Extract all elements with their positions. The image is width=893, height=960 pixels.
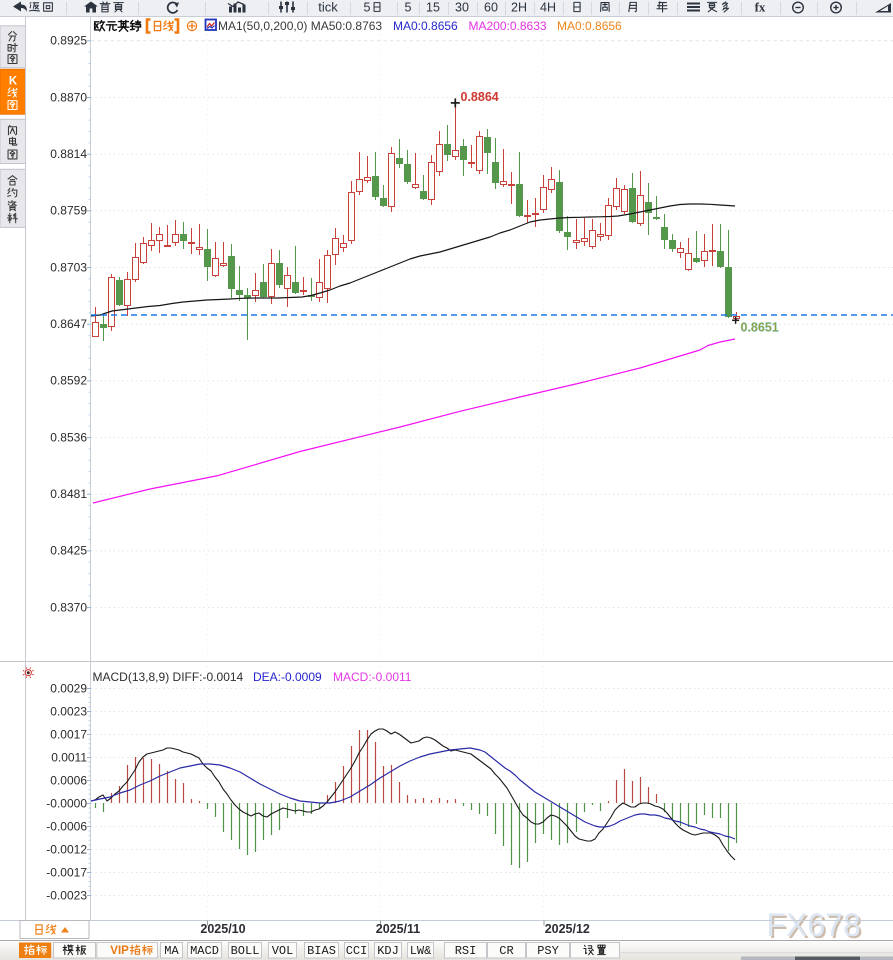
svg-text:0.8592: 0.8592 xyxy=(50,374,87,388)
svg-text:5: 5 xyxy=(364,0,371,14)
svg-text:-0.0023: -0.0023 xyxy=(46,888,87,902)
svg-text:fx: fx xyxy=(755,0,766,14)
svg-text:MA1(50,0,200,0) MA50:0.8763: MA1(50,0,200,0) MA50:0.8763 xyxy=(218,19,382,33)
svg-text:RSI: RSI xyxy=(455,944,477,958)
svg-text:2025/12: 2025/12 xyxy=(545,922,590,936)
svg-text:2H: 2H xyxy=(511,0,527,14)
svg-text:0.0029: 0.0029 xyxy=(50,681,87,695)
svg-text:FX678: FX678 xyxy=(768,909,862,945)
svg-text:DEA:-0.0009: DEA:-0.0009 xyxy=(253,670,322,684)
svg-text:VOL: VOL xyxy=(272,944,294,958)
svg-text:0.8370: 0.8370 xyxy=(50,600,87,614)
svg-text:4H: 4H xyxy=(540,0,556,14)
svg-text:-0.0012: -0.0012 xyxy=(46,842,87,856)
svg-text:-0.0017: -0.0017 xyxy=(46,865,87,879)
svg-text:MACD(13,8,9) DIFF:-0.0014: MACD(13,8,9) DIFF:-0.0014 xyxy=(93,670,244,684)
svg-text:15: 15 xyxy=(426,0,440,14)
svg-text:K: K xyxy=(9,75,18,87)
svg-text:MA0:0.8656: MA0:0.8656 xyxy=(557,19,622,33)
svg-text:FX678: FX678 xyxy=(766,907,860,943)
svg-text:0.0023: 0.0023 xyxy=(50,704,87,718)
svg-text:2025/10: 2025/10 xyxy=(200,922,245,936)
svg-text:CCI: CCI xyxy=(346,944,368,958)
svg-text:KDJ: KDJ xyxy=(377,944,399,958)
svg-text:PSY: PSY xyxy=(537,944,559,958)
svg-text:MACD:-0.0011: MACD:-0.0011 xyxy=(333,670,412,684)
svg-text:VIP: VIP xyxy=(110,945,129,957)
svg-text:-0.0000: -0.0000 xyxy=(46,796,87,810)
svg-text:MA0:0.8656: MA0:0.8656 xyxy=(393,19,458,33)
svg-text:0.8703: 0.8703 xyxy=(50,260,87,274)
svg-text:0.8481: 0.8481 xyxy=(50,487,87,501)
svg-text:CR: CR xyxy=(499,944,513,958)
svg-text:-0.0006: -0.0006 xyxy=(46,819,87,833)
svg-text:0.8536: 0.8536 xyxy=(50,430,87,444)
svg-text:LW&: LW& xyxy=(410,944,432,958)
svg-text:MA200:0.8633: MA200:0.8633 xyxy=(469,19,547,33)
svg-text:0.8425: 0.8425 xyxy=(50,544,87,558)
svg-text:2025/11: 2025/11 xyxy=(376,922,421,936)
svg-text:0.8925: 0.8925 xyxy=(50,34,87,48)
svg-text:5: 5 xyxy=(405,0,412,14)
svg-text:0.8814: 0.8814 xyxy=(50,147,87,161)
svg-text:MA: MA xyxy=(164,944,179,958)
svg-text:30: 30 xyxy=(455,0,469,14)
svg-text:0.8864: 0.8864 xyxy=(461,90,499,104)
svg-text:0.8651: 0.8651 xyxy=(741,321,779,335)
svg-text:0.8870: 0.8870 xyxy=(50,90,87,104)
svg-text:BOLL: BOLL xyxy=(231,944,260,958)
svg-text:0.8759: 0.8759 xyxy=(50,204,87,218)
svg-text:0.0006: 0.0006 xyxy=(50,773,87,787)
svg-text:0.0017: 0.0017 xyxy=(50,727,87,741)
svg-text:tick: tick xyxy=(318,0,338,14)
svg-text:MACD: MACD xyxy=(190,944,219,958)
svg-text:60: 60 xyxy=(484,0,498,14)
svg-text:0.0011: 0.0011 xyxy=(51,750,87,764)
svg-text:0.8647: 0.8647 xyxy=(50,317,87,331)
svg-text:BIAS: BIAS xyxy=(307,944,336,958)
